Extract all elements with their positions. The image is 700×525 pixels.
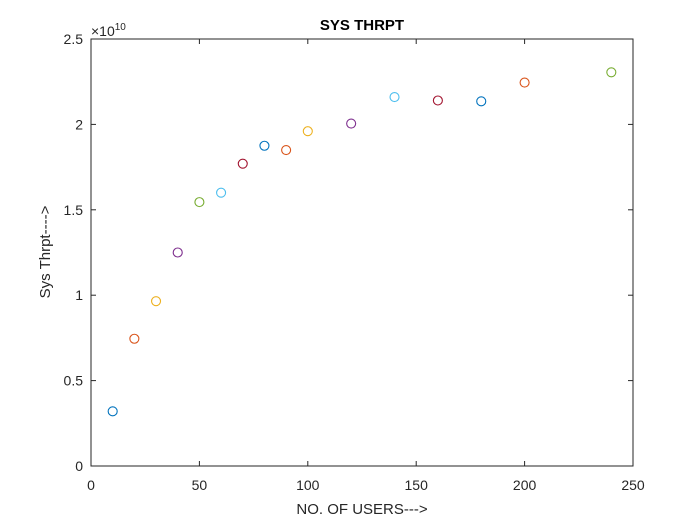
data-point: [606, 67, 617, 78]
y-tick-label: 1: [75, 287, 83, 303]
y-axis-ticks: 0 0.5 1 1.5 2 2.5: [64, 31, 633, 474]
y-tick-label: 1.5: [64, 202, 84, 218]
data-point: [194, 197, 205, 208]
y-exponent: ×1010: [91, 22, 126, 39]
x-tick-label: 150: [405, 477, 429, 493]
data-points: [107, 67, 617, 417]
x-tick-label: 0: [87, 477, 95, 493]
x-tick-label: 200: [513, 477, 537, 493]
data-point: [150, 296, 162, 307]
y-tick-label: 2: [75, 116, 83, 132]
x-axis-ticks: 0 50 100 150 200 250: [87, 39, 645, 493]
data-point: [107, 406, 118, 417]
data-point: [519, 77, 530, 88]
data-point: [476, 96, 487, 107]
data-point: [237, 158, 248, 169]
y-axis-label: Sys Thrpt---->: [37, 205, 54, 298]
data-point: [432, 95, 443, 106]
y-tick-label: 2.5: [64, 31, 84, 47]
x-axis-label: NO. OF USERS--->: [296, 501, 427, 518]
data-point: [346, 118, 357, 129]
x-tick-label: 50: [192, 477, 208, 493]
y-tick-label: 0: [75, 458, 83, 474]
chart-title: SYS THRPT: [320, 17, 404, 34]
svg-text:×1010: ×1010: [91, 22, 126, 39]
x-tick-label: 100: [296, 477, 320, 493]
data-point: [389, 92, 400, 103]
data-point: [259, 140, 270, 151]
plot-box: [90, 38, 634, 467]
y-exponent-base: ×10: [91, 23, 115, 39]
data-point: [172, 247, 183, 258]
data-point: [302, 126, 313, 137]
data-point: [216, 187, 227, 198]
x-tick-label: 250: [621, 477, 645, 493]
data-point: [129, 333, 140, 344]
y-exponent-power: 10: [115, 22, 127, 33]
y-tick-label: 0.5: [64, 373, 84, 389]
data-point: [281, 144, 292, 156]
